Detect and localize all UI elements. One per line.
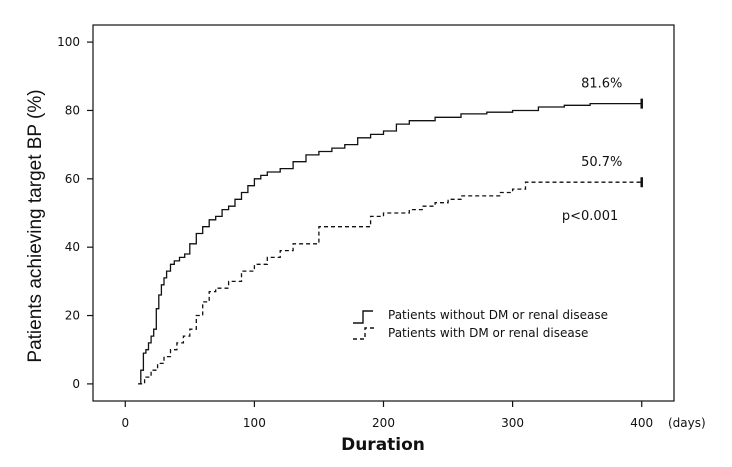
x-tick-label: 100 bbox=[243, 416, 266, 430]
y-axis-label: Patients achieving target BP (%) bbox=[25, 89, 46, 362]
legend-swatch-solid bbox=[353, 310, 373, 324]
y-tick-label: 100 bbox=[57, 35, 80, 49]
y-tick-label: 60 bbox=[65, 172, 80, 186]
x-tick-label: 200 bbox=[372, 416, 395, 430]
x-tick-label: 0 bbox=[121, 416, 129, 430]
legend-swatch-dashed bbox=[353, 327, 375, 340]
legend-label-without-dm: Patients without DM or renal disease bbox=[388, 308, 608, 322]
end-value-label: 81.6% bbox=[581, 77, 622, 92]
x-tick-label: 400 bbox=[630, 416, 653, 430]
legend: Patients without DM or renal disease Pat… bbox=[353, 308, 608, 340]
legend-label-with-dm: Patients with DM or renal disease bbox=[388, 326, 588, 340]
y-tick-label: 40 bbox=[65, 240, 80, 254]
y-tick-label: 80 bbox=[65, 103, 80, 117]
series-line-1 bbox=[138, 181, 642, 385]
x-axis-unit: (days) bbox=[668, 416, 706, 430]
x-tick-label: 300 bbox=[501, 416, 524, 430]
p-value-annotation: p<0.001 bbox=[562, 209, 618, 224]
y-tick-label: 0 bbox=[72, 377, 80, 391]
series-line-0 bbox=[138, 102, 642, 385]
series-layer: 81.6% 50.7% p<0.001 bbox=[138, 77, 643, 385]
labels-group: Patients achieving target BP (%) Duratio… bbox=[25, 89, 706, 455]
x-axis-label: Duration bbox=[341, 435, 425, 455]
y-tick-label: 20 bbox=[65, 309, 80, 323]
end-value-label: 50.7% bbox=[581, 155, 622, 170]
axes-group: 0 100 200 300 400 0 20 40 60 80 100 bbox=[57, 24, 675, 430]
